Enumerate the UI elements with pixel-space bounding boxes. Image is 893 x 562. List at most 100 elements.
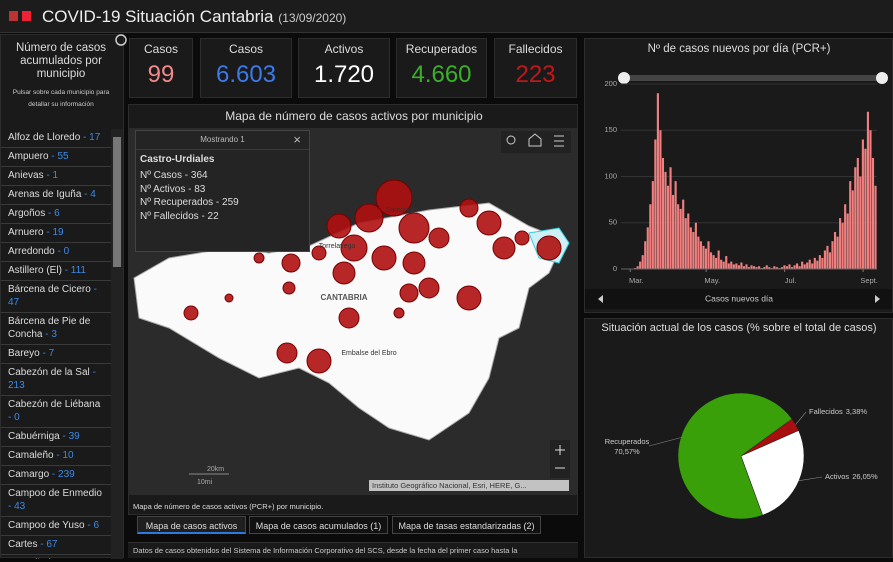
map-marker[interactable] (375, 179, 413, 217)
place-label: Torrelavega (319, 243, 356, 250)
next-button[interactable] (875, 295, 880, 303)
map-marker[interactable] (398, 212, 430, 244)
map-marker[interactable] (514, 230, 530, 246)
map-marker[interactable] (354, 203, 384, 233)
bar (692, 232, 695, 269)
title: COVID-19 Situación Cantabria (13/09/2020… (42, 7, 346, 27)
slice-category: Activos (825, 472, 849, 481)
municipality-row[interactable]: Bárcena de Pie de Concha3 (1, 313, 111, 345)
municipality-row[interactable]: Arenas de Iguña4 (1, 186, 111, 205)
prev-button[interactable] (598, 295, 603, 303)
map-marker[interactable] (402, 251, 426, 275)
map-marker[interactable] (338, 307, 360, 329)
bar (679, 208, 682, 269)
bar (740, 262, 743, 269)
municipality-name: Bareyo (8, 348, 40, 359)
map-marker[interactable] (536, 235, 562, 261)
map-marker[interactable] (183, 305, 199, 321)
municipality-row[interactable]: Camargo239 (1, 466, 111, 485)
bar (745, 264, 748, 269)
y-tick-label: 0 (613, 264, 617, 273)
bar (801, 261, 804, 269)
municipality-row[interactable]: Cabezón de la Sal213 (1, 364, 111, 396)
municipality-value: 17 (80, 132, 100, 143)
settings-icon[interactable] (114, 33, 128, 47)
municipality-row[interactable]: Bareyo7 (1, 345, 111, 364)
municipality-value: 43 (8, 501, 25, 512)
scrollbar[interactable] (111, 129, 123, 559)
municipality-name: Astillero (El) (8, 265, 62, 276)
slice-category: Fallecidos (809, 407, 843, 416)
municipality-value: 55 (49, 151, 69, 162)
municipality-row[interactable]: Ampuero55 (1, 148, 111, 167)
map-marker[interactable] (340, 234, 368, 262)
municipality-row[interactable]: Cabuérniga39 (1, 428, 111, 447)
slice-label: Fallecidos 3,38% (809, 407, 867, 416)
close-button[interactable]: × (293, 132, 301, 147)
slider-handle[interactable] (618, 72, 630, 84)
map-marker[interactable] (476, 210, 502, 236)
map[interactable]: Santander Torrelavega CANTABRIA Embalse … (129, 128, 577, 495)
map-marker[interactable] (459, 198, 479, 218)
map-marker[interactable] (428, 227, 450, 249)
bar (750, 265, 753, 269)
place-label: Embalse del Ebro (341, 350, 396, 357)
municipality-row[interactable]: Bárcena de Cicero47 (1, 281, 111, 313)
attribution: Instituto Geográfico Nacional, Esri, HER… (372, 481, 527, 490)
slider-handle[interactable] (876, 72, 888, 84)
map-marker[interactable] (492, 236, 516, 260)
sidebar-subtitle: Pulsar sobre cada municipio para detalla… (12, 89, 110, 108)
map-marker[interactable] (306, 348, 332, 374)
map-toolbar (501, 131, 571, 153)
map-marker[interactable] (418, 277, 440, 299)
municipality-row[interactable]: Cabezón de Liébana 0 (1, 396, 111, 428)
map-marker[interactable] (456, 285, 482, 311)
municipality-row[interactable]: Astillero (El)111 (1, 262, 111, 281)
tab[interactable]: Mapa de casos activos (137, 516, 246, 534)
bar (780, 267, 783, 269)
municipality-row[interactable]: Anievas1 (1, 167, 111, 186)
municipality-name: Camaleño (8, 450, 54, 461)
search-button[interactable] (506, 135, 516, 145)
municipality-row[interactable]: Argoños6 (1, 205, 111, 224)
map-marker[interactable] (282, 281, 296, 295)
municipality-row[interactable]: Arnuero19 (1, 224, 111, 243)
map-marker[interactable] (326, 213, 352, 239)
bar (684, 218, 687, 269)
home-button[interactable] (528, 133, 542, 147)
municipality-row[interactable]: Castañeda13 (1, 555, 111, 559)
tab[interactable]: Mapa de tasas estandarizadas (2) (392, 516, 541, 534)
municipality-row[interactable]: Alfoz de Lloredo17 (1, 129, 111, 148)
y-tick-label: 100 (604, 171, 617, 180)
map-marker[interactable] (311, 245, 327, 261)
tab[interactable]: Mapa de casos acumulados (1) (249, 516, 388, 534)
scroll-thumb[interactable] (113, 137, 121, 267)
bar (816, 260, 819, 269)
municipality-row[interactable]: Arredondo0 (1, 243, 111, 262)
bar (651, 181, 654, 269)
map-marker[interactable] (276, 342, 298, 364)
bar (874, 185, 877, 269)
bar (689, 227, 692, 269)
map-marker[interactable] (281, 253, 301, 273)
map-marker[interactable] (332, 261, 356, 285)
map-marker[interactable] (253, 252, 265, 264)
map-marker[interactable] (393, 307, 405, 319)
bar (722, 261, 725, 269)
bar (823, 250, 826, 269)
municipality-row[interactable]: Cartes67 (1, 536, 111, 555)
bar (803, 264, 806, 269)
municipality-name: Bárcena de Pie de Concha (8, 316, 91, 340)
bar (818, 255, 821, 269)
x-tick-label: May. (704, 276, 720, 285)
map-marker[interactable] (371, 245, 397, 271)
map-marker[interactable] (224, 293, 234, 303)
municipality-row[interactable]: Campoo de Yuso6 (1, 517, 111, 536)
zoom-in[interactable] (555, 445, 565, 455)
map-marker[interactable] (399, 283, 419, 303)
list-button[interactable] (554, 135, 564, 147)
municipality-row[interactable]: Camaleño10 (1, 447, 111, 466)
municipality-row[interactable]: Campoo de Enmedio 43 (1, 485, 111, 517)
bar (849, 181, 852, 269)
bar (702, 245, 705, 269)
